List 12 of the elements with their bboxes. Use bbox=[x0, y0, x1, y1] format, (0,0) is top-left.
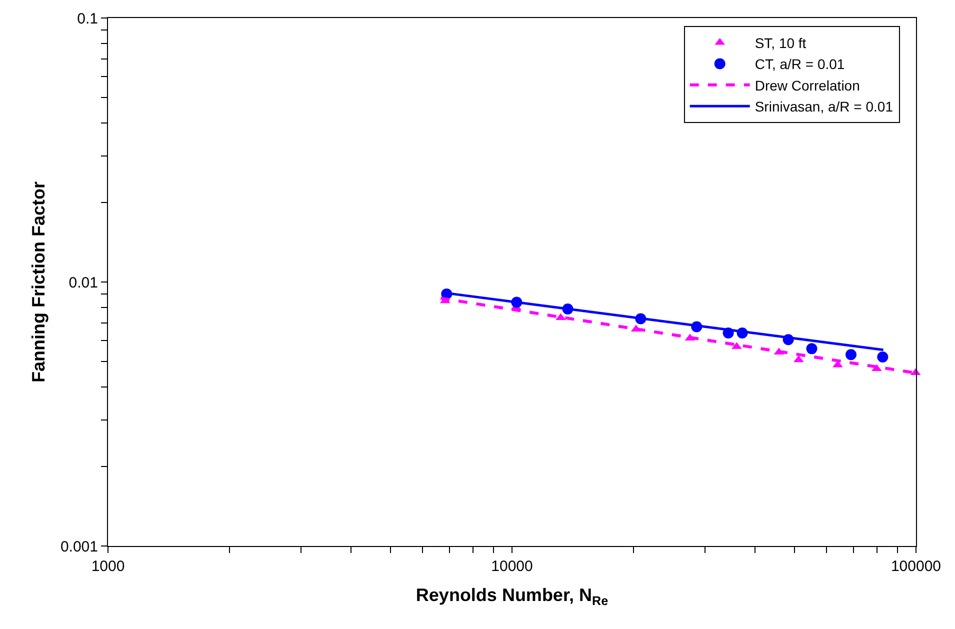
y-axis-title: Fanning Friction Factor bbox=[28, 182, 49, 382]
legend-label: ST, 10 ft bbox=[754, 34, 806, 51]
y-tick-label: 0.01 bbox=[68, 274, 98, 292]
x-tick-label: 100000 bbox=[890, 558, 942, 575]
x-axis-title: Reynolds Number, N$_{Re}$ bbox=[416, 585, 608, 608]
legend-label: CT, a/R = 0.01 bbox=[754, 56, 845, 72]
legend-label: Drew Correlation bbox=[754, 77, 860, 94]
y-tick-label: 0.1 bbox=[77, 10, 98, 28]
legend-label: Srinivasan, a/R = 0.01 bbox=[754, 98, 894, 115]
y-tick-label: 0.001 bbox=[60, 538, 98, 556]
x-tick-label: 10000 bbox=[491, 558, 533, 575]
x-tick-label: 1000 bbox=[91, 558, 125, 575]
